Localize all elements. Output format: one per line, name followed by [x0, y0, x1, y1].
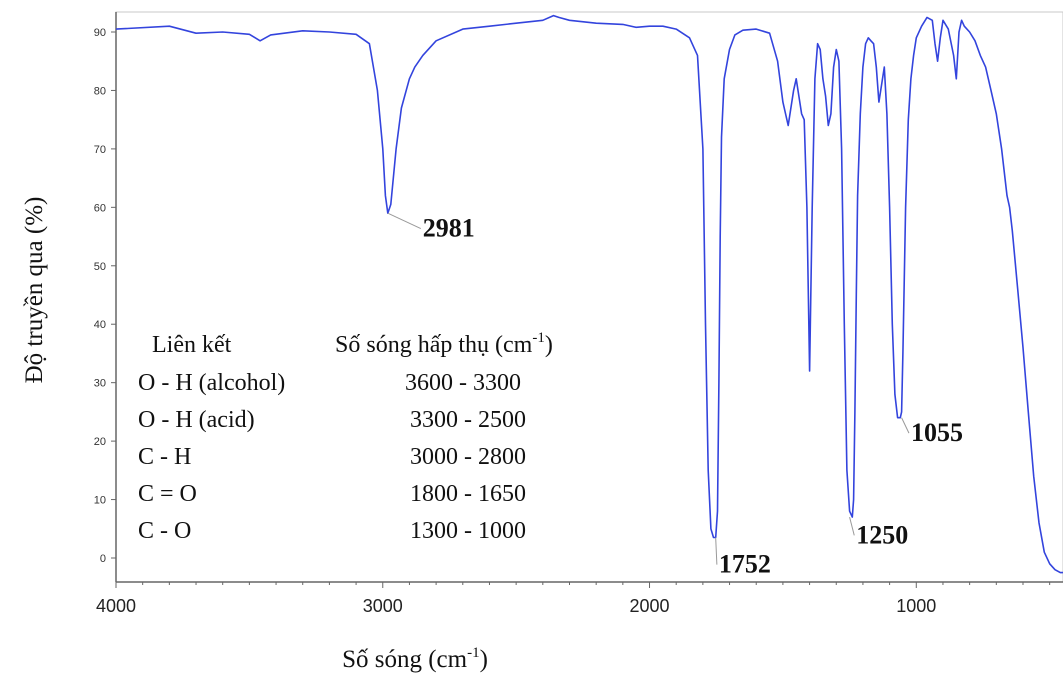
y-tick-label: 10 [94, 495, 106, 507]
x-axis-label-end: ) [480, 646, 488, 673]
x-axis-label: Số sóng (cm-1) [342, 645, 488, 673]
y-tick-label: 80 [94, 85, 106, 97]
bond-table-header-end: ) [545, 332, 553, 358]
peak-leader-line [901, 417, 910, 434]
spectrum-line [115, 14, 1063, 574]
spectrum-series [115, 14, 1063, 574]
bond-row-4-range: 1300 - 1000 [410, 518, 526, 544]
bond-row-3-range: 1800 - 1650 [410, 481, 526, 507]
x-axis-label-sup: -1 [467, 645, 480, 661]
bond-row-2-range: 3000 - 2800 [410, 444, 526, 470]
y-axis-ticks: 0 10 20 30 40 50 60 70 80 90 [94, 27, 116, 565]
peak-annotations: 2981 1752 1250 1055 [387, 212, 963, 579]
peak-label: 1752 [719, 550, 771, 579]
bond-row-0-range: 3600 - 3300 [405, 370, 521, 396]
x-tick-label: 2000 [629, 596, 669, 616]
y-axis-label: Độ truyền qua (%) [21, 197, 48, 384]
peak-leader-line [387, 212, 421, 230]
bond-row-1-bond: O - H (acid) [138, 407, 255, 433]
peak-label: 2981 [423, 214, 475, 243]
y-tick-label: 70 [94, 144, 106, 156]
peak-leader-line [715, 537, 718, 565]
bond-table-header-sup: -1 [532, 330, 545, 346]
x-tick-label: 4000 [96, 596, 136, 616]
bond-table-header-wavenumber-main: Số sóng hấp thụ (cm [335, 332, 533, 358]
bond-row-3-bond: C = O [138, 481, 197, 507]
bond-row-2-bond: C - H [138, 444, 191, 470]
x-tick-label: 3000 [363, 596, 403, 616]
y-tick-label: 90 [94, 27, 106, 39]
y-tick-label: 20 [94, 436, 106, 448]
y-tick-label: 30 [94, 378, 106, 390]
x-axis-ticks: 4000 3000 2000 1000 [96, 582, 1051, 616]
y-tick-label: 50 [94, 261, 106, 273]
y-tick-label: 40 [94, 319, 106, 331]
bond-row-4-bond: C - O [138, 518, 191, 544]
plot-frame [115, 11, 1063, 583]
y-tick-label: 0 [100, 553, 106, 565]
peak-leader-line [849, 516, 855, 536]
peak-label: 1055 [911, 418, 963, 447]
bond-table: Liên kết Số sóng hấp thụ (cm-1) O - H (a… [138, 330, 553, 544]
bond-table-header-bond: Liên kết [152, 332, 232, 358]
x-axis-label-main: Số sóng (cm [342, 646, 468, 673]
bond-row-0-bond: O - H (alcohol) [138, 370, 285, 396]
y-tick-label: 60 [94, 202, 106, 214]
bond-row-1-range: 3300 - 2500 [410, 407, 526, 433]
peak-label: 1250 [856, 520, 908, 549]
x-tick-label: 1000 [896, 596, 936, 616]
bond-table-header-wavenumber: Số sóng hấp thụ (cm-1) [335, 330, 553, 358]
